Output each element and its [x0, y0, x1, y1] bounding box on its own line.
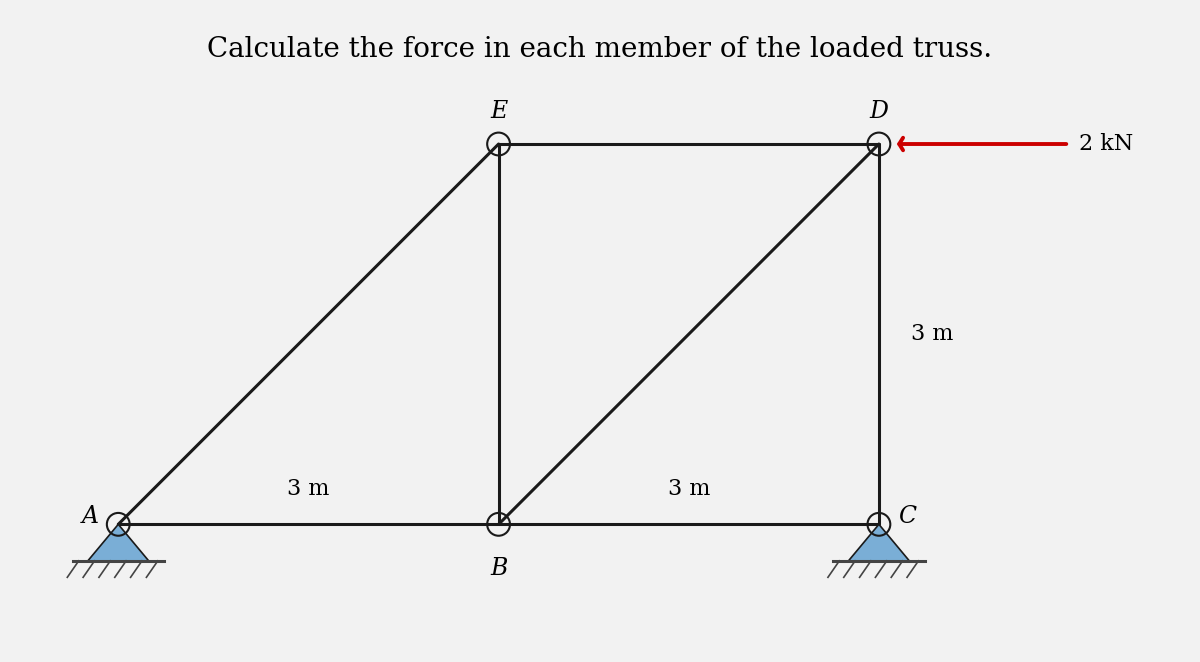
Polygon shape	[88, 524, 149, 561]
Text: E: E	[490, 99, 508, 122]
Polygon shape	[848, 524, 910, 561]
Text: A: A	[82, 505, 98, 528]
Text: 3 m: 3 m	[287, 478, 330, 500]
Text: B: B	[490, 557, 508, 580]
Text: 2 kN: 2 kN	[1079, 133, 1134, 155]
Text: 3 m: 3 m	[667, 478, 710, 500]
Text: D: D	[870, 99, 888, 122]
Text: 3 m: 3 m	[911, 323, 953, 345]
Text: Calculate the force in each member of the loaded truss.: Calculate the force in each member of th…	[208, 36, 992, 63]
Text: C: C	[898, 505, 916, 528]
